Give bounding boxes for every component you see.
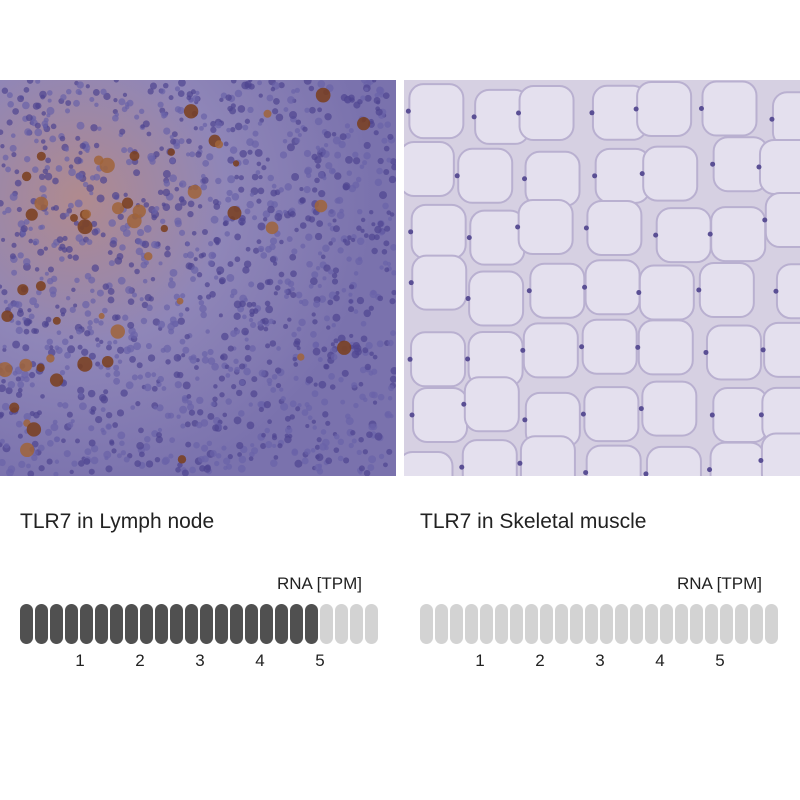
tick-label: 3 bbox=[595, 651, 605, 670]
bar-segment bbox=[750, 604, 763, 644]
tick-label: 2 bbox=[535, 651, 545, 670]
bar-segment bbox=[645, 604, 658, 644]
bar-segment bbox=[480, 604, 493, 644]
bar-segment bbox=[765, 604, 778, 644]
bar-segment bbox=[465, 604, 478, 644]
bar-segment bbox=[305, 604, 318, 644]
bar-segment bbox=[110, 604, 123, 644]
bar-segment bbox=[65, 604, 78, 644]
bar-segment bbox=[420, 604, 433, 644]
bar-segment bbox=[540, 604, 553, 644]
bar-segment bbox=[660, 604, 673, 644]
tick-label: 2 bbox=[135, 651, 145, 670]
rna-expression-bar bbox=[420, 604, 780, 644]
bar-segment bbox=[570, 604, 583, 644]
bar-segment bbox=[585, 604, 598, 644]
bar-segment bbox=[80, 604, 93, 644]
tick-label: 1 bbox=[475, 651, 485, 670]
bar-segment bbox=[290, 604, 303, 644]
bar-segment bbox=[50, 604, 63, 644]
bar-segment bbox=[600, 604, 613, 644]
bar-segment bbox=[350, 604, 363, 644]
bar-segment bbox=[230, 604, 243, 644]
bar-segment bbox=[525, 604, 538, 644]
bar-segment bbox=[125, 604, 138, 644]
bar-segment bbox=[20, 604, 33, 644]
bar-segment bbox=[95, 604, 108, 644]
bar-segment bbox=[510, 604, 523, 644]
bar-segment bbox=[690, 604, 703, 644]
panel-title-skeletal-muscle: TLR7 in Skeletal muscle bbox=[420, 510, 647, 533]
bar-segment bbox=[275, 604, 288, 644]
bar-segment bbox=[450, 604, 463, 644]
bar-segment bbox=[335, 604, 348, 644]
rna-label: RNA [TPM] bbox=[277, 574, 363, 593]
bar-segment bbox=[185, 604, 198, 644]
bar-segment bbox=[615, 604, 628, 644]
bar-segment bbox=[630, 604, 643, 644]
tick-label: 1 bbox=[75, 651, 85, 670]
rna-label: RNA [TPM] bbox=[677, 574, 763, 593]
bar-segment bbox=[260, 604, 273, 644]
bar-segment bbox=[495, 604, 508, 644]
bar-segment bbox=[140, 604, 153, 644]
bar-segment bbox=[365, 604, 378, 644]
tick-label: 4 bbox=[255, 651, 265, 670]
rna-expression-bar bbox=[20, 604, 380, 644]
tick-label: 5 bbox=[715, 651, 725, 670]
bar-segment bbox=[705, 604, 718, 644]
bar-segment bbox=[170, 604, 183, 644]
bar-segment bbox=[245, 604, 258, 644]
tick-label: 3 bbox=[195, 651, 205, 670]
bar-segment bbox=[35, 604, 48, 644]
bar-segment bbox=[200, 604, 213, 644]
bar-segment bbox=[320, 604, 333, 644]
panel-title-lymph-node: TLR7 in Lymph node bbox=[20, 510, 215, 533]
skeletal-muscle-tissue-image bbox=[404, 80, 800, 476]
bar-segment bbox=[735, 604, 748, 644]
bar-segment bbox=[435, 604, 448, 644]
bar-segment bbox=[555, 604, 568, 644]
bar-segment bbox=[215, 604, 228, 644]
bar-segment bbox=[675, 604, 688, 644]
bar-segment bbox=[155, 604, 168, 644]
tick-label: 5 bbox=[315, 651, 325, 670]
lymph-node-tissue-image bbox=[0, 80, 396, 476]
tick-label: 4 bbox=[655, 651, 665, 670]
bar-segment bbox=[720, 604, 733, 644]
